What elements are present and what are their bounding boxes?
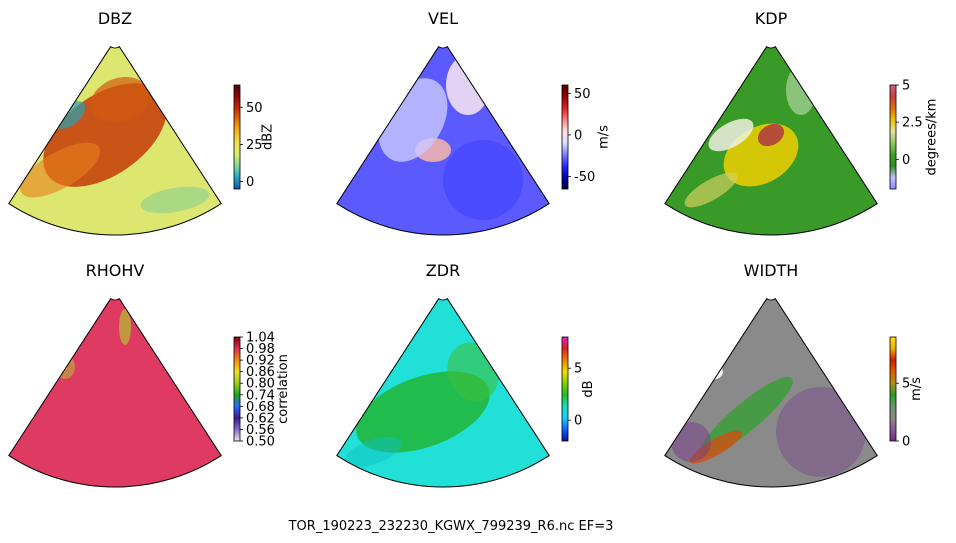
colorbar-tick-label: 0.74 <box>246 388 275 403</box>
colorbar-label: m/s <box>909 377 924 401</box>
panel-title: DBZ <box>98 9 132 28</box>
echo-region <box>140 186 210 214</box>
sector-field <box>336 298 550 488</box>
echo-region <box>757 123 785 147</box>
sector-outline <box>8 46 222 236</box>
radar-sector <box>664 298 878 488</box>
panel-width: WIDTH 05 m/s <box>664 261 924 488</box>
colorbar-tick-label: 0.50 <box>246 435 275 450</box>
echo-region <box>344 436 402 468</box>
colorbar-scale <box>561 84 569 190</box>
panel-vel: VEL -50 0 50 m/s <box>336 9 611 236</box>
sector-field <box>664 298 878 487</box>
colorbar-tick-label: 2.5 <box>902 116 923 131</box>
echo-region <box>90 76 150 124</box>
colorbar-tick-label: -50 <box>574 170 595 185</box>
colorbar-tick-label: 0.86 <box>246 365 275 380</box>
colorbar-label: dBZ <box>261 124 276 150</box>
colorbar: -50 0 50 <box>561 84 595 190</box>
colorbar-label: m/s <box>596 125 611 149</box>
colorbar: 05 <box>889 336 910 450</box>
figure-caption: TOR_190223_232230_KGWX_799239_R6.nc EF=3 <box>288 519 614 534</box>
colorbar-label: correlation <box>276 354 291 424</box>
echo-region <box>119 309 131 345</box>
colorbar: 02.55 <box>889 79 923 190</box>
echo-region <box>684 172 738 208</box>
panel-title: KDP <box>755 9 788 28</box>
colorbar-tick-label: 0.92 <box>246 354 275 369</box>
colorbar-scale <box>561 336 569 442</box>
sector-field <box>664 46 878 235</box>
colorbar-tick-label: 0 <box>902 153 910 168</box>
sector-outline <box>664 298 878 488</box>
colorbar-tick-label: 50 <box>246 101 263 116</box>
sector-outline <box>336 46 550 236</box>
panel-title: VEL <box>428 9 458 28</box>
colorbar-tick-label: 25 <box>246 138 263 153</box>
colorbar: 05 <box>561 336 582 442</box>
colorbar-tick-label: 0.98 <box>246 342 275 357</box>
echo-region <box>54 101 86 129</box>
echo-region <box>443 140 523 220</box>
panel-title: RHOHV <box>86 261 145 280</box>
colorbar-tick-label: 0 <box>902 435 910 450</box>
panel-kdp: KDP 02.55 degrees/km <box>664 9 939 236</box>
colorbar-tick-label: 5 <box>574 362 582 377</box>
colorbar-scale <box>233 84 241 190</box>
echo-region <box>446 55 490 115</box>
radar-sector <box>664 46 878 236</box>
sector-outline <box>664 46 878 236</box>
panel-rhohv: RHOHV 0.500.560.620.680.740.800.860.920.… <box>8 261 291 488</box>
colorbar-tick-label: 50 <box>574 87 591 102</box>
echo-region <box>671 422 711 462</box>
colorbar: 0 25 50 <box>233 84 263 190</box>
echo-region <box>786 65 816 115</box>
colorbar-tick-label: 1.04 <box>246 331 275 346</box>
colorbar-tick-label: 5 <box>902 79 910 94</box>
colorbar: 0.500.560.620.680.740.800.860.920.981.04 <box>233 331 275 450</box>
colorbar-scale <box>889 336 897 442</box>
echo-region <box>776 387 866 477</box>
echo-region <box>20 142 100 198</box>
panel-zdr: ZDR 05 dB <box>336 261 596 488</box>
panel-dbz: DBZ 0 25 50 dBZ <box>8 9 276 236</box>
radar-sector <box>336 298 550 488</box>
colorbar-tick-label: 0.68 <box>246 400 275 415</box>
colorbar-tick-label: 0.80 <box>246 377 275 392</box>
sector-outline <box>8 298 222 488</box>
colorbar-tick-label: 0 <box>574 128 582 143</box>
colorbar-tick-label: 0 <box>574 414 582 429</box>
colorbar-scale <box>233 336 241 442</box>
panel-title: ZDR <box>426 261 460 280</box>
colorbar-scale <box>889 84 897 190</box>
colorbar-label: degrees/km <box>924 99 939 176</box>
echo-region <box>708 118 754 152</box>
colorbar-tick-label: 0.56 <box>246 423 275 438</box>
sector-outline <box>336 298 550 488</box>
colorbar-tick-label: 5 <box>902 377 910 392</box>
colorbar-tick-label: 0 <box>246 175 254 190</box>
colorbar-label: dB <box>581 380 596 397</box>
panel-title: WIDTH <box>744 261 799 280</box>
colorbar-tick-label: 0.62 <box>246 411 275 426</box>
